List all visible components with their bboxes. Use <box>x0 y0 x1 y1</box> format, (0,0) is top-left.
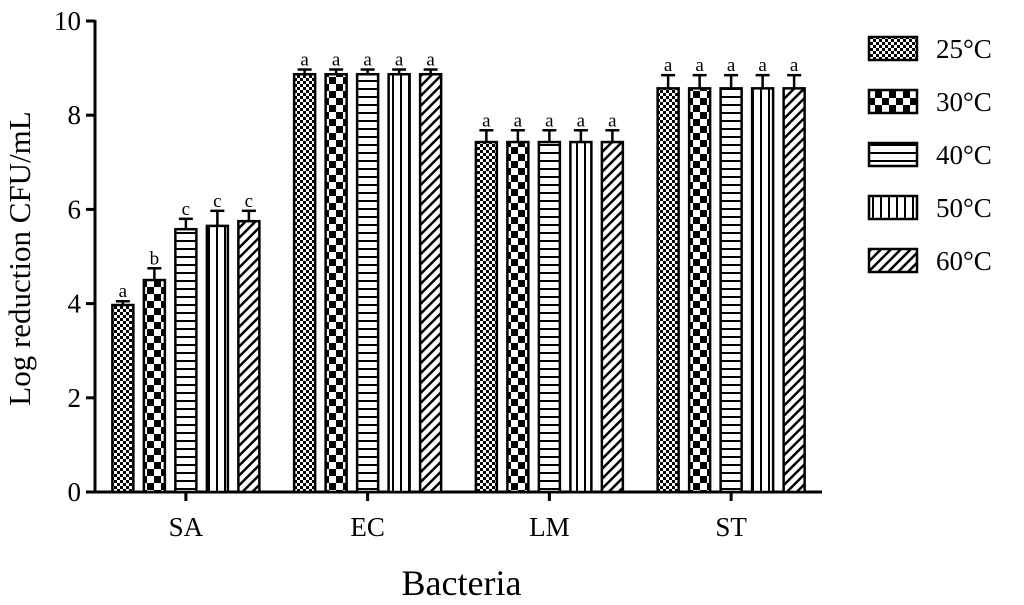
x-axis-title: Bacteria <box>402 563 522 603</box>
bar <box>111 303 135 494</box>
significance-label: a <box>119 281 128 302</box>
significance-label: a <box>514 110 523 131</box>
x-tick-label: EC <box>350 512 385 542</box>
significance-label: a <box>300 50 309 71</box>
significance-label: a <box>577 110 586 131</box>
y-tick-label: 2 <box>68 383 82 413</box>
significance-label: a <box>363 50 372 71</box>
x-tick-label: LM <box>529 512 570 542</box>
significance-label: c <box>182 199 190 220</box>
significance-label: c <box>245 191 253 212</box>
y-tick-label: 4 <box>68 289 82 319</box>
bar <box>656 87 680 494</box>
y-tick-label: 0 <box>68 477 82 507</box>
y-tick-label: 10 <box>54 6 81 36</box>
bar <box>237 219 261 494</box>
significance-label: a <box>332 50 341 71</box>
bar <box>418 72 443 494</box>
bar <box>324 72 348 494</box>
bar <box>205 224 230 494</box>
bar <box>719 87 743 494</box>
y-tick-label: 6 <box>68 194 82 224</box>
y-axis-title: Log reduction CFU/mL <box>2 111 37 405</box>
bar <box>782 87 806 494</box>
significance-label: a <box>758 55 767 76</box>
bar <box>569 140 593 494</box>
legend-swatch <box>867 141 919 168</box>
significance-label: a <box>790 55 799 76</box>
significance-label: a <box>727 55 736 76</box>
y-tick-label: 8 <box>68 100 82 130</box>
legend-swatch <box>867 194 919 221</box>
x-tick-label: ST <box>715 512 747 542</box>
significance-label: c <box>213 191 221 212</box>
legend-swatch <box>867 247 919 274</box>
legend-label: 30°C <box>936 87 992 117</box>
bar <box>142 278 167 494</box>
bar <box>355 72 380 494</box>
significance-label: a <box>545 110 554 131</box>
legend-swatch <box>867 88 919 115</box>
legend-label: 25°C <box>936 34 992 64</box>
significance-label: a <box>482 110 491 131</box>
significance-label: a <box>664 55 673 76</box>
bar <box>506 140 530 494</box>
bar <box>292 72 317 494</box>
x-tick-label: SA <box>169 512 204 542</box>
bar <box>387 72 411 494</box>
significance-label: a <box>426 50 435 71</box>
significance-label: a <box>608 110 617 131</box>
bar <box>537 140 562 494</box>
bar <box>600 140 625 494</box>
significance-label: a <box>395 50 404 71</box>
legend-label: 40°C <box>936 140 992 170</box>
legend-swatch <box>867 35 919 62</box>
significance-label: a <box>695 55 704 76</box>
bar <box>687 87 712 494</box>
bar <box>750 87 775 494</box>
bar <box>174 227 198 494</box>
significance-label: b <box>150 248 160 269</box>
bar <box>474 140 499 494</box>
legend-label: 50°C <box>936 193 992 223</box>
legend-label: 60°C <box>936 246 992 276</box>
